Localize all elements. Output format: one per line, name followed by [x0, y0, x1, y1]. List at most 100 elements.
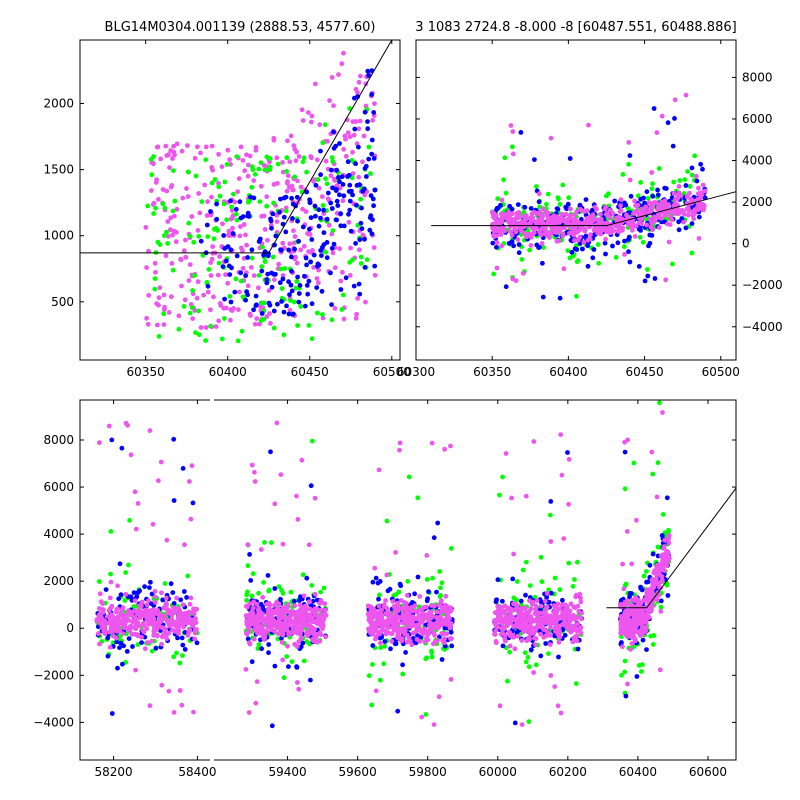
top-left-point-green	[329, 155, 335, 161]
top-left-point-magenta	[265, 237, 270, 243]
bottom-point-magenta	[533, 642, 538, 648]
top-left-point-magenta	[298, 184, 304, 190]
top-left-point-magenta	[235, 189, 241, 195]
top-right-point-blue	[652, 276, 658, 281]
top-left-point-magenta	[156, 197, 161, 202]
top-right-point-green	[638, 180, 644, 185]
top-left-point-blue	[228, 247, 234, 253]
bottom-point-green	[423, 656, 429, 662]
top-right-xtick-label: 60350	[473, 365, 511, 379]
top-left-point-green	[323, 176, 328, 182]
top-right-point-blue	[679, 216, 685, 221]
bottom-point-magenta	[133, 667, 139, 673]
bottom-point-magenta	[382, 628, 387, 633]
top-left-point-magenta	[217, 301, 223, 306]
top-right-point-magenta	[588, 232, 593, 238]
top-left-point-blue	[286, 311, 292, 317]
bottom-point-blue	[184, 595, 190, 600]
bottom-point-magenta	[578, 616, 584, 622]
bottom-point-magenta	[259, 617, 264, 622]
top-right-point-magenta	[647, 206, 653, 212]
top-right-model-polyline	[431, 191, 737, 227]
bottom-point-blue	[245, 636, 251, 642]
bottom-point-magenta	[538, 603, 544, 609]
bottom-point-magenta	[625, 437, 631, 443]
top-left-point-green	[264, 203, 270, 209]
top-left-point-green	[191, 239, 197, 245]
top-right-point-magenta	[633, 203, 638, 209]
top-left-point-blue	[304, 262, 309, 268]
top-left-point-green	[192, 273, 197, 278]
top-left-point-green	[172, 198, 178, 204]
top-right-point-magenta	[584, 216, 590, 222]
bottom-point-magenta	[159, 641, 165, 647]
bottom-point-magenta	[190, 623, 196, 629]
top-left-point-green	[196, 308, 202, 314]
top-right-point-magenta	[671, 191, 677, 196]
top-right-point-magenta	[568, 206, 573, 212]
top-left-point-magenta	[343, 153, 349, 159]
bottom-point-magenta	[654, 494, 660, 500]
top-right-point-green	[687, 183, 693, 189]
top-right-point-magenta	[669, 217, 675, 223]
top-left-point-magenta	[358, 73, 363, 79]
top-right-point-magenta	[510, 151, 516, 157]
top-right-point-magenta	[537, 230, 543, 235]
top-left-ytick-label: 1000	[43, 229, 74, 243]
top-left-point-green	[222, 179, 228, 185]
bottom-point-magenta	[305, 622, 311, 628]
bottom-point-magenta	[555, 601, 561, 607]
bottom-point-magenta	[659, 565, 665, 571]
bottom-point-magenta	[415, 622, 421, 628]
top-left-point-blue	[265, 253, 271, 259]
top-right-point-magenta	[701, 205, 707, 211]
bottom-point-magenta	[378, 609, 383, 614]
top-left-point-magenta	[330, 250, 336, 256]
bottom-point-blue	[556, 654, 561, 660]
top-left-point-green	[282, 266, 288, 271]
top-left-point-blue	[347, 182, 353, 188]
top-right-point-green	[510, 144, 515, 150]
top-left-point-magenta	[293, 254, 298, 260]
top-left-point-magenta	[332, 306, 338, 311]
top-left-point-magenta	[245, 283, 251, 289]
top-left-point-magenta	[240, 158, 246, 163]
bottom-point-blue	[114, 639, 120, 645]
top-right-point-green	[620, 172, 626, 177]
bottom-point-magenta	[503, 617, 508, 622]
top-right-point-blue	[572, 246, 578, 252]
top-left-point-blue	[350, 192, 355, 198]
bottom-point-blue	[175, 635, 180, 641]
bottom-point-magenta	[161, 632, 166, 638]
bottom-point-magenta	[397, 447, 402, 453]
bottom-point-magenta	[552, 621, 558, 627]
bottom-point-magenta	[166, 688, 172, 694]
bottom-point-blue	[180, 642, 186, 648]
top-right-point-blue	[516, 250, 522, 256]
top-left-point-magenta	[189, 214, 195, 219]
bottom-point-green	[384, 518, 390, 524]
top-left-point-blue	[259, 268, 265, 274]
bottom-point-blue	[249, 659, 255, 665]
bottom-point-magenta	[511, 551, 516, 557]
top-left-point-blue	[336, 175, 341, 180]
top-left-model-polyline	[80, 39, 393, 254]
top-right-point-blue	[540, 260, 545, 266]
top-right-point-blue	[522, 204, 528, 210]
bottom-point-magenta	[661, 544, 667, 549]
top-left-point-blue	[319, 288, 325, 294]
bottom-point-magenta	[641, 617, 647, 623]
top-right-point-blue	[554, 206, 560, 212]
top-left-point-magenta	[160, 187, 166, 192]
top-left-point-green	[193, 173, 199, 179]
top-left-point-blue	[283, 229, 289, 235]
bottom-point-magenta	[623, 628, 629, 634]
top-left-point-magenta	[238, 224, 243, 230]
bottom-point-magenta	[507, 629, 512, 635]
top-left-point-magenta	[244, 242, 250, 248]
top-left-point-green	[212, 177, 218, 182]
top-right-point-magenta	[681, 219, 687, 225]
top-right-point-magenta	[577, 220, 582, 226]
top-right-point-green	[671, 179, 677, 185]
bottom-point-green	[500, 474, 505, 480]
